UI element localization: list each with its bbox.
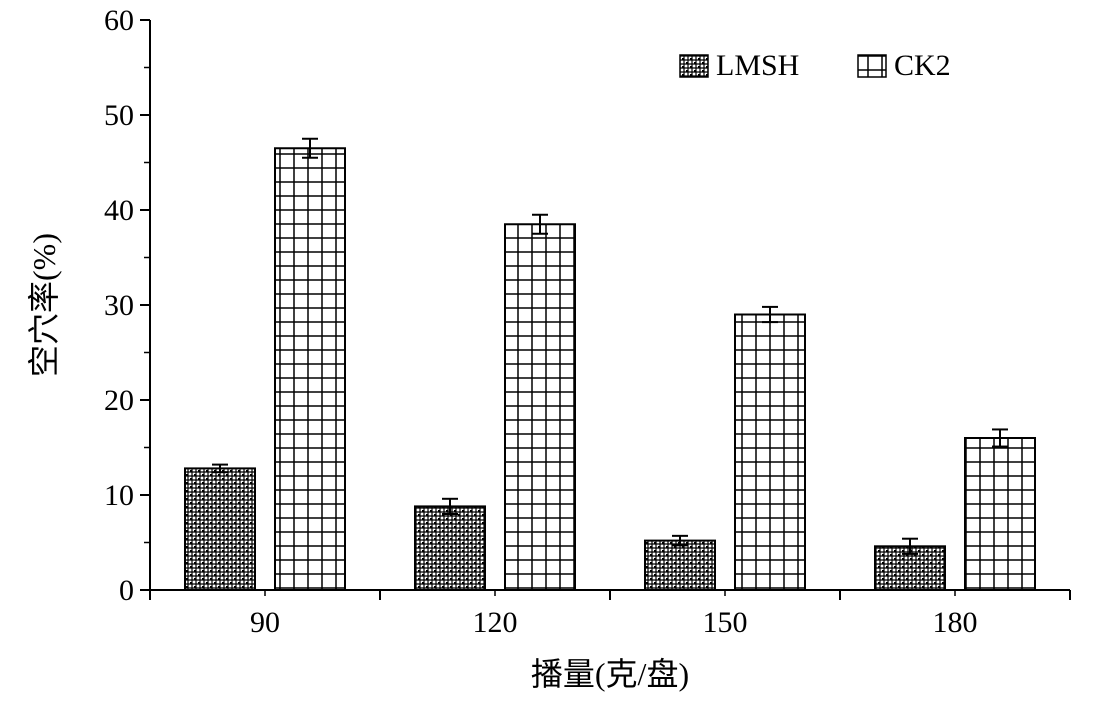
bar <box>965 438 1035 590</box>
bar-chart: 0 10 20 30 40 50 60 90 120 150 180 空穴率(%) 播量(克/盘) LMS… <box>0 0 1104 712</box>
bar <box>275 148 345 590</box>
y-tick-label: 50 <box>104 99 134 132</box>
bar <box>185 468 255 590</box>
y-tick-label: 40 <box>104 194 134 227</box>
bar <box>415 506 485 590</box>
bar <box>505 224 575 590</box>
y-tick-label: 60 <box>104 4 134 37</box>
y-tick-label: 10 <box>104 479 134 512</box>
legend-swatch <box>680 55 708 77</box>
x-tick-label: 120 <box>473 606 518 639</box>
legend-label: CK2 <box>894 49 951 82</box>
y-axis-title: 空穴率(%) <box>26 233 62 377</box>
x-tick-label: 150 <box>703 606 748 639</box>
bar <box>735 315 805 591</box>
x-tick-label: 180 <box>933 606 978 639</box>
legend-label: LMSH <box>716 49 799 82</box>
y-tick-label: 0 <box>119 574 134 607</box>
y-tick-label: 30 <box>104 289 134 322</box>
legend-swatch <box>858 55 886 77</box>
y-tick-label: 20 <box>104 384 134 417</box>
x-axis-title: 播量(克/盘) <box>531 656 689 692</box>
bar <box>645 541 715 590</box>
x-tick-label: 90 <box>250 606 280 639</box>
chart-container: 0 10 20 30 40 50 60 90 120 150 180 空穴率(%) 播量(克/盘) LMS… <box>0 0 1104 712</box>
